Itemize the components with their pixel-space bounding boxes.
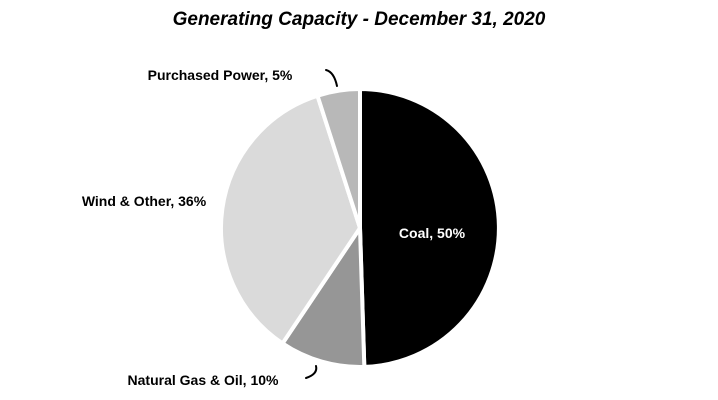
slice-label-wind-other: Wind & Other, 36% bbox=[82, 193, 207, 209]
pie-slices bbox=[219, 87, 501, 369]
leader-line-natural-gas-oil bbox=[305, 365, 318, 379]
slice-labels: Coal, 50% Natural Gas & Oil, 10% Wind & … bbox=[82, 67, 466, 388]
leader-line-purchased-power bbox=[325, 69, 338, 87]
slice-label-purchased-power: Purchased Power, 5% bbox=[148, 67, 293, 83]
slice-label-coal: Coal, 50% bbox=[399, 225, 466, 241]
pie-slice-wind-other bbox=[219, 93, 362, 346]
pie-slice-coal bbox=[358, 87, 501, 369]
pie-slice-purchased-power bbox=[315, 87, 362, 230]
chart-title: Generating Capacity - December 31, 2020 bbox=[173, 9, 546, 30]
slice-label-natural-gas-oil: Natural Gas & Oil, 10% bbox=[128, 372, 279, 388]
